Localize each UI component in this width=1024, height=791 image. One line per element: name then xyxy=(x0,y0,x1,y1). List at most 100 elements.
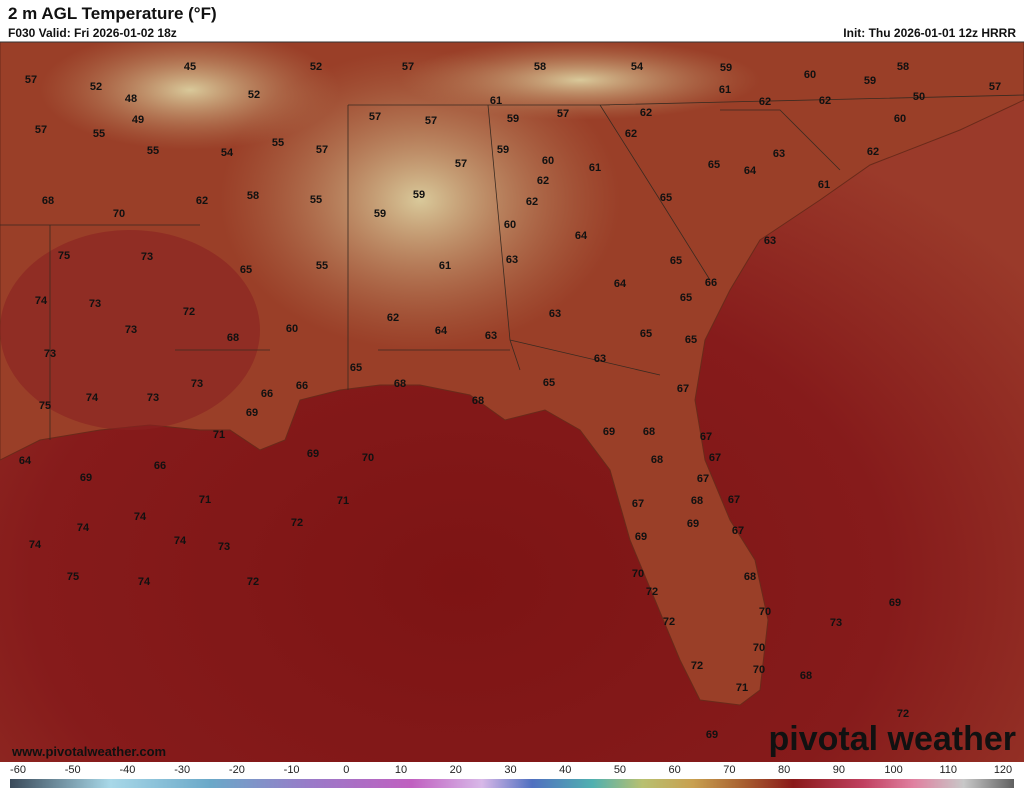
cool-region xyxy=(40,30,340,150)
station-temp: 63 xyxy=(594,353,606,365)
station-temp: 64 xyxy=(435,325,448,337)
valid-time: F030 Valid: Fri 2026-01-02 18z xyxy=(8,26,177,40)
station-temp: 68 xyxy=(42,195,54,207)
station-temp: 65 xyxy=(685,334,697,346)
colorbar-tick-label: 120 xyxy=(994,764,1012,776)
station-temp: 61 xyxy=(719,84,731,96)
station-temp: 69 xyxy=(635,531,647,543)
station-temp: 57 xyxy=(369,111,381,123)
station-temp: 70 xyxy=(759,606,771,618)
warm-region xyxy=(0,230,260,430)
station-temp: 72 xyxy=(646,586,658,598)
colorbar-tick-label: -30 xyxy=(174,764,190,776)
station-temp: 75 xyxy=(39,400,51,412)
station-temp: 62 xyxy=(625,128,637,140)
station-temp: 71 xyxy=(337,495,349,507)
station-temp: 68 xyxy=(227,332,239,344)
station-temp: 71 xyxy=(199,494,211,506)
colorbar-ticks: -60 -50 -40 -30 -20 -10 0 10 20 30 40 50 60 70 80 90 100… xyxy=(10,764,1012,776)
colorbar-tick-label: 60 xyxy=(669,764,681,776)
station-temp: 70 xyxy=(362,452,374,464)
station-temp: 70 xyxy=(632,568,644,580)
station-temp: 45 xyxy=(184,61,196,73)
station-temp: 74 xyxy=(86,392,99,404)
station-temp: 59 xyxy=(720,62,732,74)
init-time: Init: Thu 2026-01-01 12z HRRR xyxy=(843,26,1016,40)
colorbar-tick-label: 70 xyxy=(723,764,735,776)
station-temp: 61 xyxy=(490,95,502,107)
colorbar-tick-label: 110 xyxy=(940,764,958,776)
station-temp: 64 xyxy=(575,230,588,242)
station-temp: 73 xyxy=(218,541,230,553)
station-temp: 71 xyxy=(213,429,225,441)
station-temp: 65 xyxy=(680,292,692,304)
station-temp: 67 xyxy=(709,452,721,464)
station-temp: 62 xyxy=(867,146,879,158)
station-temp: 69 xyxy=(246,407,258,419)
station-temp: 72 xyxy=(183,306,195,318)
watermark: www.pivotalweather.com xyxy=(11,744,166,759)
station-temp: 65 xyxy=(240,264,252,276)
station-temp: 68 xyxy=(643,426,655,438)
station-temp: 63 xyxy=(485,330,497,342)
colorbar-tick-label: -40 xyxy=(119,764,135,776)
station-temp: 59 xyxy=(507,113,519,125)
station-temp: 73 xyxy=(191,378,203,390)
station-temp: 65 xyxy=(350,362,362,374)
cool-region xyxy=(220,50,620,350)
station-temp: 68 xyxy=(800,670,812,682)
station-temp: 74 xyxy=(174,535,187,547)
station-temp: 62 xyxy=(526,196,538,208)
station-temp: 60 xyxy=(542,155,554,167)
station-temp: 67 xyxy=(697,473,709,485)
station-temp: 72 xyxy=(663,616,675,628)
colorbar-tick-label: 40 xyxy=(559,764,571,776)
station-temp: 61 xyxy=(439,260,451,272)
station-temp: 60 xyxy=(504,219,516,231)
station-temp: 69 xyxy=(307,448,319,460)
colorbar-tick-label: -10 xyxy=(284,764,300,776)
station-temp: 54 xyxy=(631,61,644,73)
station-temp: 48 xyxy=(125,93,137,105)
station-temp: 69 xyxy=(706,729,718,741)
colorbar-tick-label: 20 xyxy=(450,764,462,776)
station-temp: 50 xyxy=(913,91,925,103)
station-temp: 66 xyxy=(261,388,273,400)
station-temp: 58 xyxy=(897,61,909,73)
colorbar-tick-label: 30 xyxy=(504,764,516,776)
station-temp: 60 xyxy=(894,113,906,125)
station-temp: 74 xyxy=(77,522,90,534)
station-temp: 65 xyxy=(708,159,720,171)
station-temp: 69 xyxy=(889,597,901,609)
station-temp: 74 xyxy=(138,576,151,588)
station-temp: 66 xyxy=(705,277,717,289)
colorbar-tick-label: 50 xyxy=(614,764,626,776)
station-temp: 55 xyxy=(316,260,328,272)
station-temp: 63 xyxy=(549,308,561,320)
station-temp: 67 xyxy=(728,494,740,506)
station-temp: 73 xyxy=(89,298,101,310)
station-temp: 67 xyxy=(700,431,712,443)
station-temp: 59 xyxy=(374,208,386,220)
colorbar xyxy=(10,779,1014,788)
colorbar-tick-label: -20 xyxy=(229,764,245,776)
station-temp: 66 xyxy=(154,460,166,472)
station-temp: 61 xyxy=(589,162,601,174)
station-temp: 67 xyxy=(677,383,689,395)
colorbar-tick-label: 10 xyxy=(395,764,407,776)
station-temp: 72 xyxy=(291,517,303,529)
station-temp: 63 xyxy=(506,254,518,266)
station-temp: 57 xyxy=(35,124,47,136)
station-temp: 62 xyxy=(196,195,208,207)
station-temp: 62 xyxy=(819,95,831,107)
station-temp: 65 xyxy=(640,328,652,340)
station-temp: 68 xyxy=(651,454,663,466)
station-temp: 73 xyxy=(125,324,137,336)
station-temp: 64 xyxy=(19,455,32,467)
station-temp: 73 xyxy=(44,348,56,360)
station-temp: 58 xyxy=(247,190,259,202)
station-temp: 62 xyxy=(387,312,399,324)
station-temp: 63 xyxy=(773,148,785,160)
